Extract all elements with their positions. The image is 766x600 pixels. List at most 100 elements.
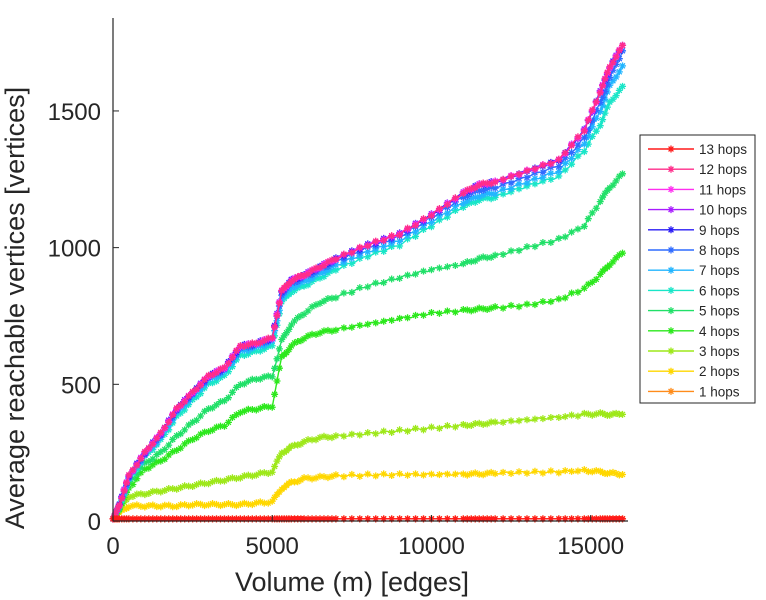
legend-item: 6 hops: [648, 283, 740, 298]
data-point: [177, 484, 185, 492]
data-point: [320, 297, 328, 305]
x-tick-label: 0: [106, 533, 119, 560]
data-point: [205, 480, 213, 488]
data-point: [348, 470, 356, 478]
data-point: [507, 247, 515, 255]
data-point: [364, 320, 372, 328]
data-point: [125, 471, 133, 479]
x-tick-label: 5000: [246, 533, 299, 560]
data-point: [372, 430, 380, 438]
legend-item: 4 hops: [648, 324, 740, 339]
data-point: [499, 251, 507, 259]
data-point: [463, 422, 471, 430]
data-point: [320, 473, 328, 481]
data-point: [209, 379, 217, 387]
data-point: [606, 63, 614, 71]
data-point: [316, 299, 324, 307]
data-point: [173, 404, 181, 412]
data-point: [561, 515, 569, 523]
data-point: [133, 490, 141, 498]
data-point: [475, 193, 483, 201]
data-point: [459, 305, 467, 313]
data-point: [580, 284, 588, 292]
data-point: [209, 426, 217, 434]
data-point: [153, 487, 161, 495]
data-point: [149, 440, 157, 448]
data-point: [256, 347, 264, 355]
data-point: [412, 270, 420, 278]
data-point: [435, 212, 443, 220]
data-point: [304, 515, 312, 523]
data-point: [580, 134, 588, 142]
data-point: [173, 515, 181, 523]
data-point: [236, 381, 244, 389]
data-point: [287, 278, 295, 286]
y-tick-label: 1500: [48, 99, 101, 126]
data-point: [224, 500, 232, 508]
data-point: [547, 414, 555, 422]
legend-item: 9 hops: [648, 223, 740, 238]
data-point: [205, 428, 213, 436]
data-point: [320, 327, 328, 335]
data-point: [312, 474, 320, 482]
data-point: [388, 515, 396, 523]
data-point: [278, 335, 286, 343]
data-point: [169, 485, 177, 493]
data-point: [491, 178, 499, 186]
data-point: [615, 68, 623, 76]
legend-marker: [667, 327, 675, 335]
data-point: [320, 273, 328, 281]
series-line: [112, 45, 624, 520]
data-point: [256, 339, 264, 347]
data-point: [244, 471, 252, 479]
data-point: [412, 232, 420, 240]
data-point: [396, 314, 404, 322]
data-point: [539, 415, 547, 423]
legend-item: 1 hops: [648, 384, 740, 399]
data-point: [153, 451, 161, 459]
data-point: [256, 515, 264, 523]
data-point: [588, 106, 596, 114]
data-point: [115, 501, 123, 509]
data-point: [228, 354, 236, 362]
data-point: [443, 307, 451, 315]
data-point: [205, 501, 213, 509]
x-tick-label: 15000: [557, 533, 624, 560]
data-point: [291, 317, 299, 325]
data-point: [547, 515, 555, 523]
data-point: [584, 280, 592, 288]
data-point: [201, 407, 209, 415]
data-point: [209, 371, 217, 379]
data-point: [592, 515, 600, 523]
data-point: [463, 186, 471, 194]
data-point: [568, 515, 576, 523]
data-point: [232, 411, 240, 419]
data-point: [580, 127, 588, 135]
data-point: [596, 198, 604, 206]
data-point: [555, 168, 563, 176]
data-point: [197, 412, 205, 420]
data-point: [491, 190, 499, 198]
data-point: [580, 222, 588, 230]
data-point: [133, 475, 141, 483]
data-point: [555, 414, 563, 422]
data-point: [419, 311, 427, 319]
data-point: [601, 88, 609, 96]
data-point: [471, 193, 479, 201]
data-point: [169, 435, 177, 443]
data-point: [260, 402, 268, 410]
data-point: [228, 501, 236, 509]
data-point: [205, 379, 213, 387]
legend-item: 8 hops: [648, 243, 740, 258]
data-point: [271, 323, 279, 331]
data-point: [332, 261, 340, 269]
data-point: [308, 475, 316, 483]
data-point: [499, 304, 507, 312]
data-point: [340, 515, 348, 523]
data-point: [285, 346, 293, 354]
data-point: [252, 471, 260, 479]
data-point: [340, 473, 348, 481]
data-point: [161, 487, 169, 495]
data-point: [112, 508, 120, 516]
